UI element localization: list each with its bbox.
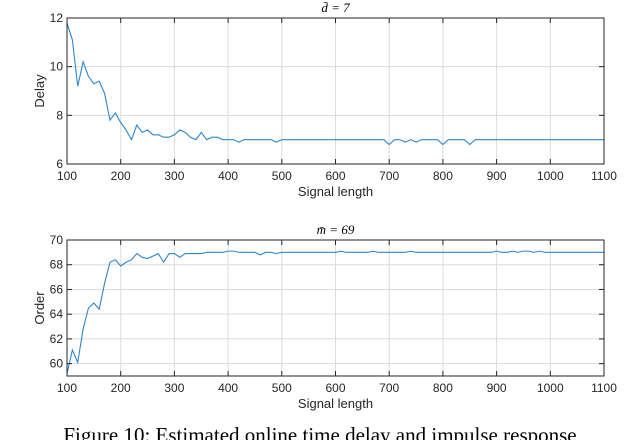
y-tick-label: 60: [50, 357, 64, 371]
chart-title: d̄ = 7: [321, 0, 350, 15]
x-tick-label: 800: [433, 381, 453, 395]
x-tick-label: 200: [111, 381, 131, 395]
series-line: [66, 250, 604, 374]
y-tick-label: 70: [50, 233, 64, 247]
y-tick-label: 64: [50, 307, 64, 321]
chart-title: m̄ = 69: [317, 222, 355, 237]
x-tick-label: 100: [57, 169, 77, 183]
x-tick-label: 1100: [591, 381, 617, 395]
x-tick-label: 600: [325, 169, 345, 183]
x-tick-label: 700: [379, 169, 399, 183]
figure-caption: Figure 10: Estimated online time delay a…: [63, 423, 576, 440]
y-tick-label: 10: [50, 60, 64, 74]
x-tick-label: 400: [218, 381, 238, 395]
x-axis-label: Signal length: [298, 396, 373, 411]
x-axis-label: Signal length: [298, 184, 373, 199]
x-tick-label: 100: [57, 381, 77, 395]
y-tick-label: 62: [50, 332, 64, 346]
series-line: [66, 22, 604, 146]
x-tick-label: 800: [433, 169, 453, 183]
x-tick-label: 500: [272, 169, 292, 183]
x-tick-label: 500: [272, 381, 292, 395]
x-tick-label: 1000: [537, 381, 564, 395]
y-tick-label: 68: [50, 258, 64, 272]
y-tick-label: 6: [56, 157, 63, 171]
x-tick-label: 700: [379, 381, 399, 395]
order-chart: 100 200 300 400 500 600 700 800 900 1000 1100 60 62 6…: [32, 222, 617, 411]
delay-chart: 100 200 300 400 500 600 700 800 900 1000 1100 6 8 10 1…: [32, 0, 617, 199]
y-tick-label: 12: [50, 11, 64, 25]
x-tick-label: 300: [164, 169, 184, 183]
y-axis-label: Order: [32, 291, 47, 325]
x-tick-label: 900: [487, 169, 507, 183]
y-tick-label: 8: [56, 108, 63, 122]
y-axis-label: Delay: [32, 74, 47, 108]
x-tick-label: 1000: [537, 169, 564, 183]
x-tick-label: 900: [487, 381, 507, 395]
x-tick-label: 1100: [591, 169, 617, 183]
x-tick-label: 400: [218, 169, 238, 183]
y-tick-label: 66: [50, 282, 64, 296]
x-tick-label: 600: [325, 381, 345, 395]
x-tick-label: 300: [164, 381, 184, 395]
x-tick-label: 200: [111, 169, 131, 183]
